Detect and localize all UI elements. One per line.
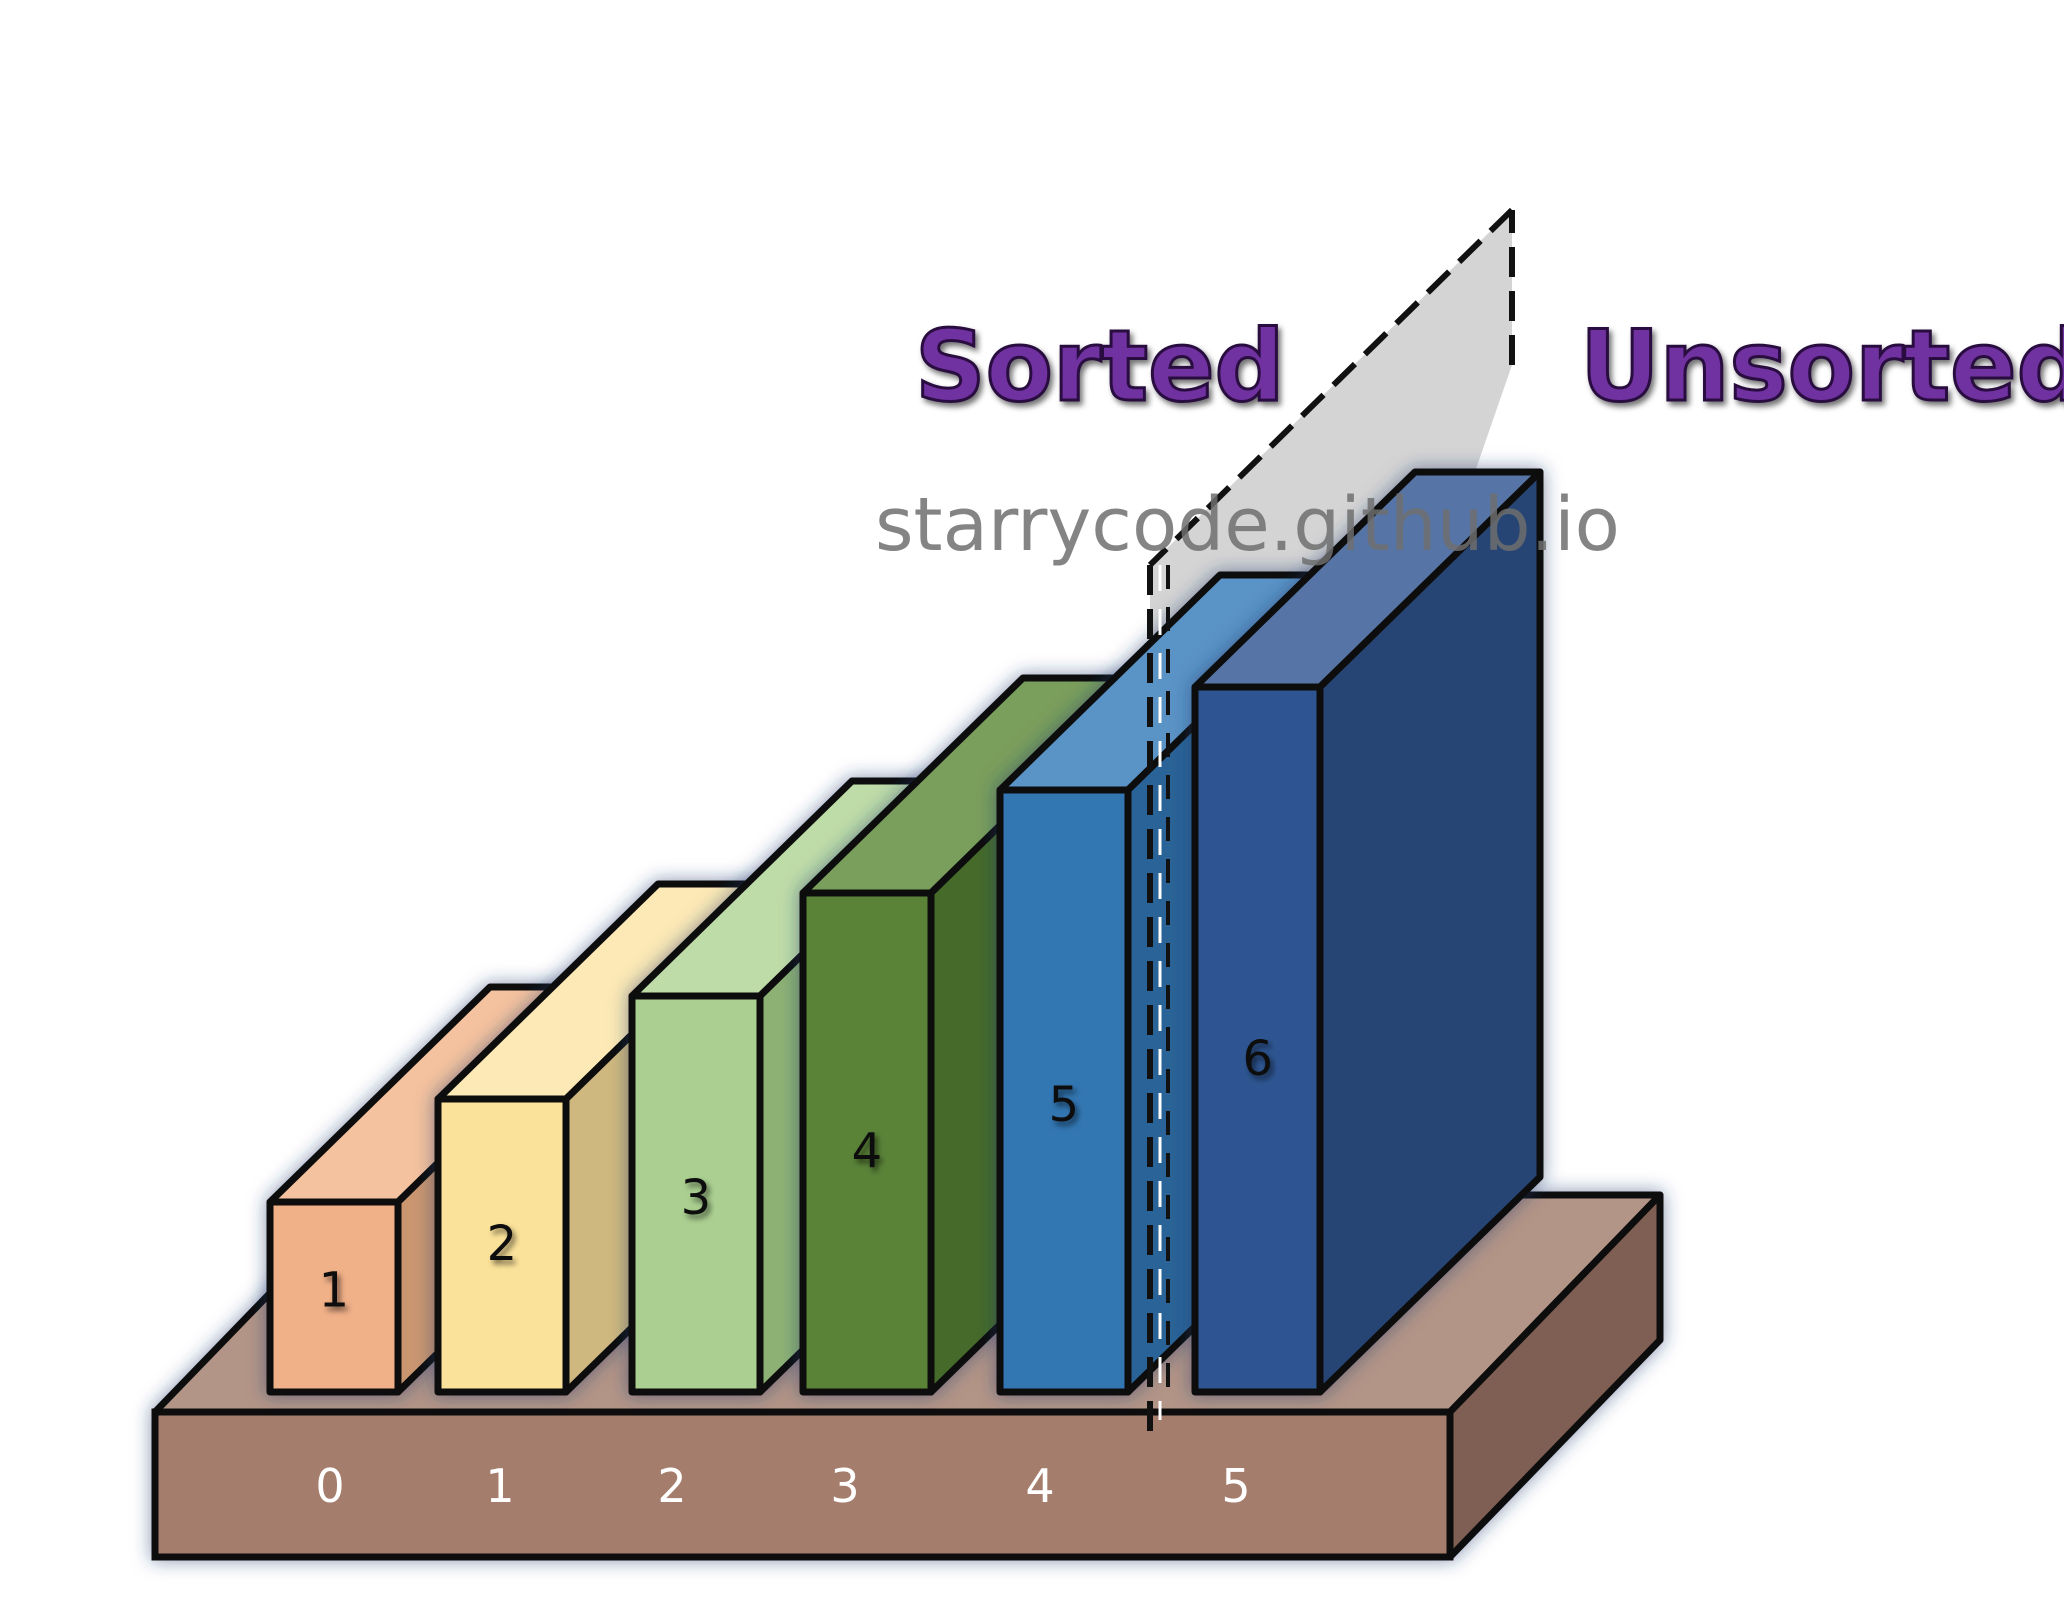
unsorted-heading: Unsorted xyxy=(1580,310,2064,424)
bar-6: 6 xyxy=(1191,468,1544,1396)
array-index-label: 1 xyxy=(485,1459,514,1513)
bar-front-face xyxy=(266,1198,402,1396)
bar-value-label: 5 xyxy=(1049,1077,1080,1133)
array-index-label: 0 xyxy=(315,1459,344,1513)
bar-value-label: 3 xyxy=(681,1170,712,1226)
bar-value-label: 6 xyxy=(1243,1031,1274,1087)
array-index-label: 3 xyxy=(830,1459,859,1513)
array-index-label: 2 xyxy=(657,1459,686,1513)
bar-value-label: 2 xyxy=(487,1216,518,1272)
watermark-text: starrycode.github.io xyxy=(875,482,1620,568)
array-index-label: 5 xyxy=(1221,1459,1250,1513)
bar-value-label: 1 xyxy=(319,1263,350,1319)
bar-value-label: 4 xyxy=(852,1123,883,1179)
bar-front-face xyxy=(434,1095,570,1396)
bar-front-face xyxy=(799,889,935,1396)
bar-front-face xyxy=(628,992,764,1396)
bar-front-face xyxy=(996,786,1132,1396)
sorted-heading: Sorted xyxy=(915,310,1285,424)
bar-front-face xyxy=(1191,683,1324,1396)
array-index-label: 4 xyxy=(1025,1459,1054,1513)
sorted-unsorted-divider xyxy=(1147,207,1515,1435)
base-front-face xyxy=(151,1408,1454,1561)
